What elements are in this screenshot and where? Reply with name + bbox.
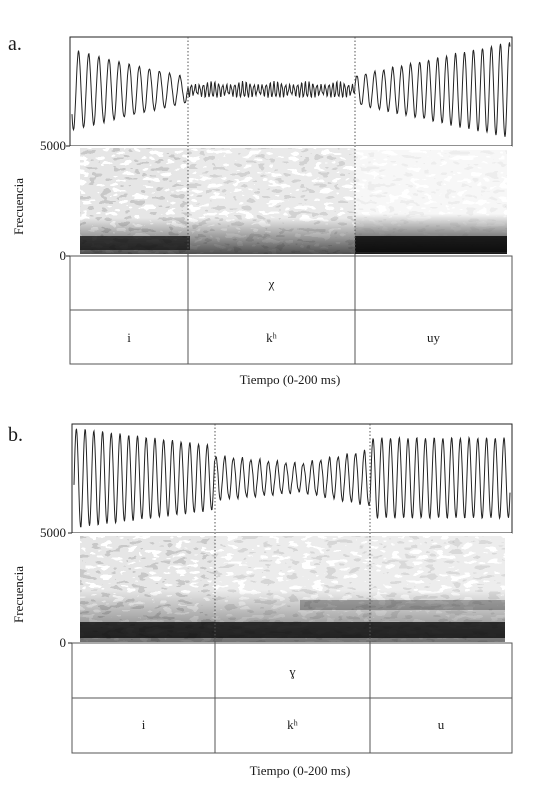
- panel-a-waveform: [71, 42, 511, 137]
- panel-b: [68, 423, 513, 754]
- panel-a-tier2-seg3: uy: [427, 330, 440, 345]
- panel-b-xlabel: Tiempo (0-200 ms): [249, 763, 351, 778]
- panel-a-tier1-seg2: χ: [268, 276, 275, 291]
- panel-a-xlabel: Tiempo (0-200 ms): [239, 372, 341, 387]
- panel-b-tier1-seg2: ɣ: [289, 664, 296, 679]
- panel-b-freq-min: 0: [59, 635, 67, 650]
- panel-a: [66, 36, 513, 365]
- panel-a-tier2-seg1: i: [127, 330, 131, 345]
- panel-b-tier2-seg3: u: [437, 717, 445, 732]
- panel-a-freq-max: 5000: [40, 138, 66, 153]
- panel-a-spectrogram: [70, 146, 512, 256]
- panel-b-label: b.: [8, 424, 23, 446]
- panel-b-tier2-seg2: kʰ: [287, 717, 298, 732]
- panel-a-freq-min: 0: [59, 248, 67, 263]
- panel-b-spectrogram: [72, 533, 512, 643]
- panel-a-label: a.: [8, 33, 22, 55]
- panel-b-waveform: [73, 428, 511, 528]
- panel-b-freq-max: 5000: [40, 525, 66, 540]
- panel-b-tier2-seg1: i: [141, 717, 146, 732]
- panel-a-tier2-seg2: kʰ: [266, 330, 277, 345]
